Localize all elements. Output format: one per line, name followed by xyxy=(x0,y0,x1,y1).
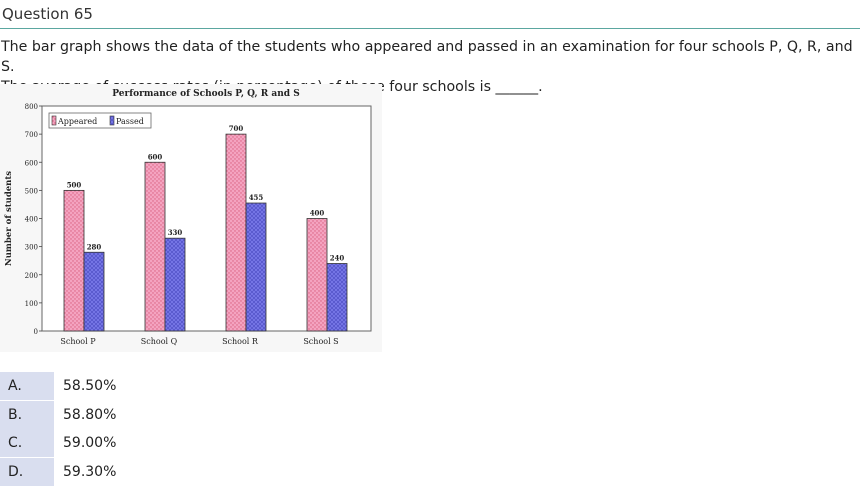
y-tick-label: 200 xyxy=(25,272,38,280)
y-tick-label: 600 xyxy=(25,159,38,167)
axis-ticks: 0 100 200 300 400 500 600 700 800 xyxy=(25,103,42,336)
x-tick-label: School S xyxy=(303,337,338,346)
chart-svg: Performance of Schools P, Q, R and S Num… xyxy=(0,84,382,352)
bar-value-label: 500 xyxy=(67,180,82,189)
question-text-line-1: The bar graph shows the data of the stud… xyxy=(1,39,853,75)
option-text: 59.00% xyxy=(63,435,117,452)
option-text: 58.80% xyxy=(63,406,117,423)
legend-swatch xyxy=(109,115,115,126)
option-letter: C. xyxy=(0,429,54,458)
x-tick-label: School P xyxy=(60,337,96,346)
y-axis-label: Number of students xyxy=(4,171,14,266)
option-a[interactable]: A. 58.50% xyxy=(0,372,860,401)
bar-value-label: 280 xyxy=(87,242,102,251)
y-tick-label: 700 xyxy=(25,131,38,139)
bar-appeared xyxy=(225,133,247,332)
bars: 500 280 School P 600 330 School Q 700 455 School… xyxy=(60,124,348,346)
answer-options: A. 58.50% B. 58.80% C. 59.00% D. 59.30% xyxy=(0,372,860,486)
y-tick-label: 400 xyxy=(25,216,38,224)
bar-chart: Performance of Schools P, Q, R and S Num… xyxy=(0,84,382,352)
bar-appeared xyxy=(63,189,85,332)
bar-value-label: 600 xyxy=(148,152,163,161)
bar-passed xyxy=(164,237,186,332)
x-tick-label: School R xyxy=(222,337,259,346)
legend-label: Appeared xyxy=(57,117,97,126)
option-text: 58.50% xyxy=(63,378,117,395)
bar-appeared xyxy=(144,161,166,332)
x-tick-label: School Q xyxy=(141,337,178,346)
question-header: Question 65 xyxy=(0,0,860,29)
bar-value-label: 455 xyxy=(249,193,264,202)
bar-value-label: 330 xyxy=(168,228,183,237)
bar-passed xyxy=(83,251,105,332)
bar-value-label: 700 xyxy=(229,124,244,133)
legend-label: Passed xyxy=(116,117,144,126)
legend: Appeared Passed xyxy=(48,112,152,129)
option-text: 59.30% xyxy=(63,463,117,480)
bar-passed xyxy=(326,263,348,332)
chart-title: Performance of Schools P, Q, R and S xyxy=(112,89,299,99)
legend-swatch xyxy=(51,115,57,126)
y-tick-label: 500 xyxy=(25,187,38,195)
y-tick-label: 300 xyxy=(25,244,38,252)
option-letter: D. xyxy=(0,457,54,486)
y-tick-label: 0 xyxy=(34,328,38,336)
bar-value-label: 400 xyxy=(310,209,325,218)
question-number: Question 65 xyxy=(2,5,93,23)
option-b[interactable]: B. 58.80% xyxy=(0,400,860,430)
bar-appeared xyxy=(306,218,328,332)
option-d[interactable]: D. 59.30% xyxy=(0,457,860,486)
y-tick-label: 800 xyxy=(25,103,38,111)
option-c[interactable]: C. 59.00% xyxy=(0,429,860,458)
y-tick-label: 100 xyxy=(25,300,38,308)
bar-value-label: 240 xyxy=(330,254,345,263)
bar-passed xyxy=(245,202,267,332)
legend-box xyxy=(48,112,152,129)
option-letter: B. xyxy=(0,400,54,429)
option-letter: A. xyxy=(0,372,54,401)
